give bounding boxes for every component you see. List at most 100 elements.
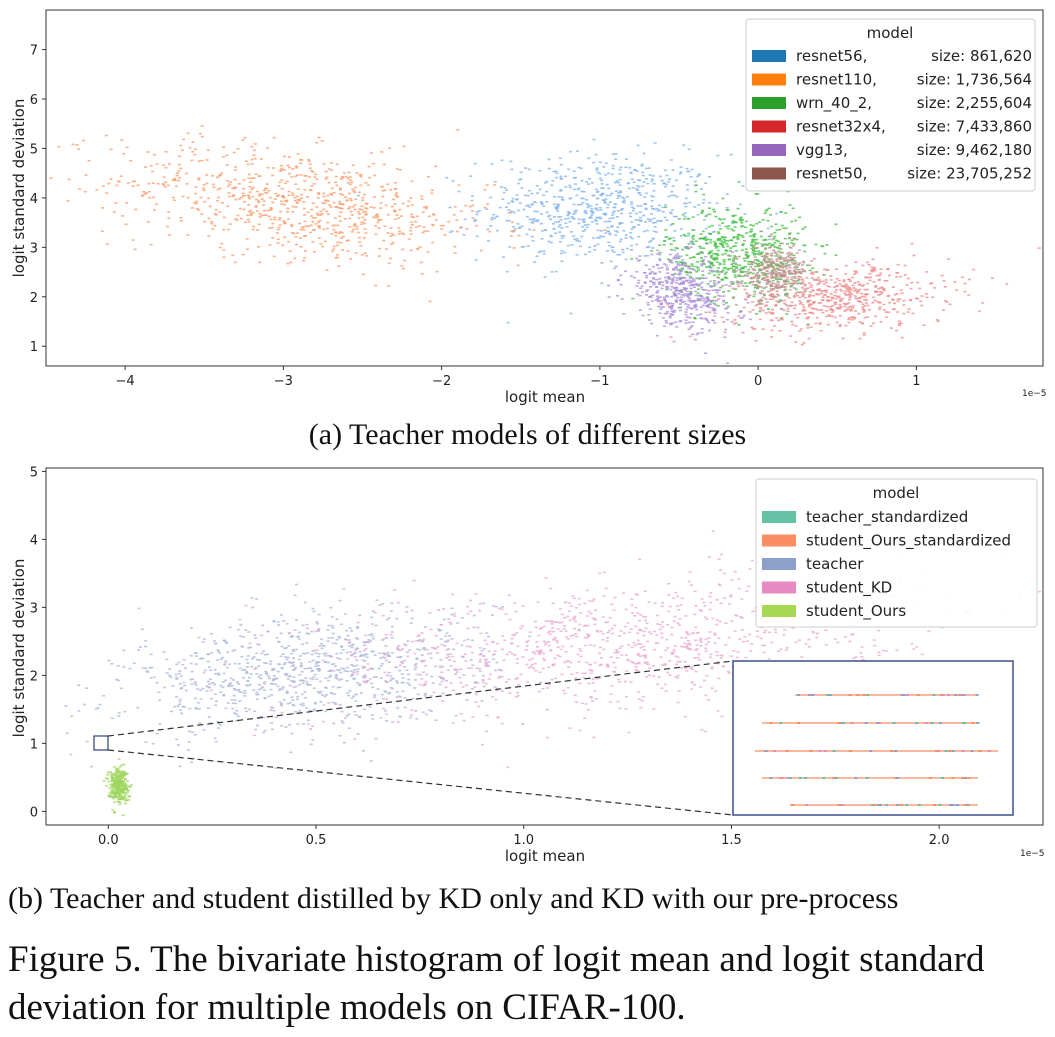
point — [315, 212, 319, 215]
point — [754, 262, 758, 265]
point — [738, 310, 742, 313]
point — [177, 170, 181, 172]
point — [332, 229, 336, 231]
point — [553, 196, 556, 198]
point — [507, 219, 511, 222]
point — [365, 641, 369, 643]
point — [229, 682, 233, 685]
point — [345, 199, 349, 202]
point — [232, 687, 236, 690]
point — [689, 292, 693, 295]
point — [247, 177, 251, 180]
point — [326, 640, 330, 642]
point — [194, 202, 198, 205]
point — [200, 125, 204, 127]
point — [601, 199, 605, 201]
point — [595, 629, 599, 632]
point — [861, 303, 865, 305]
point — [599, 630, 603, 633]
point — [461, 656, 465, 658]
point — [611, 153, 615, 155]
point — [793, 275, 797, 278]
point — [598, 216, 602, 219]
point — [528, 218, 532, 221]
point — [646, 218, 650, 220]
point — [697, 284, 701, 287]
point — [872, 281, 876, 283]
point — [502, 191, 506, 194]
point — [776, 301, 780, 304]
point — [734, 256, 738, 258]
point — [540, 238, 544, 240]
point — [330, 637, 334, 639]
point — [700, 729, 704, 731]
point — [790, 301, 794, 304]
point — [786, 307, 790, 310]
point — [895, 329, 899, 332]
point — [689, 287, 693, 290]
point — [283, 662, 287, 664]
point — [590, 669, 594, 672]
point — [708, 595, 712, 598]
point — [694, 190, 698, 193]
point — [317, 225, 321, 228]
point — [654, 299, 658, 301]
point — [886, 268, 890, 271]
point — [762, 266, 766, 268]
point — [582, 191, 586, 193]
point — [376, 221, 380, 224]
point — [556, 210, 560, 212]
point — [680, 636, 684, 639]
point — [326, 629, 330, 631]
point — [555, 641, 559, 644]
point — [251, 606, 255, 609]
point — [426, 230, 430, 233]
point — [332, 663, 336, 665]
point — [402, 145, 406, 148]
point — [370, 650, 374, 652]
point — [679, 645, 683, 648]
point — [361, 676, 365, 678]
point — [704, 352, 707, 354]
point — [669, 336, 673, 338]
legend-size-label: size: 2,255,604 — [917, 94, 1032, 112]
point — [87, 159, 91, 162]
point — [575, 254, 579, 256]
point — [296, 695, 300, 698]
point — [311, 725, 314, 727]
point — [313, 217, 317, 219]
point — [255, 693, 259, 696]
point — [197, 160, 201, 162]
point — [233, 169, 237, 171]
point — [368, 640, 372, 642]
point — [178, 682, 182, 685]
point — [458, 676, 462, 679]
point — [176, 179, 180, 182]
point — [712, 264, 715, 267]
point — [195, 655, 198, 657]
point — [235, 713, 238, 715]
point — [649, 213, 653, 215]
point — [676, 262, 680, 265]
point — [170, 710, 174, 713]
point — [500, 186, 503, 188]
point — [715, 202, 719, 205]
point — [172, 199, 176, 201]
point — [801, 278, 805, 281]
point — [882, 303, 886, 306]
point — [774, 296, 778, 298]
point — [720, 553, 724, 556]
point — [769, 319, 773, 321]
point — [354, 252, 358, 254]
point — [228, 683, 232, 685]
point — [405, 611, 409, 613]
point — [826, 300, 830, 303]
point — [144, 640, 148, 642]
point — [191, 678, 195, 680]
point — [569, 231, 573, 233]
point — [178, 765, 182, 768]
point — [147, 196, 151, 199]
point — [677, 306, 681, 309]
point — [848, 293, 852, 295]
point — [485, 208, 489, 210]
